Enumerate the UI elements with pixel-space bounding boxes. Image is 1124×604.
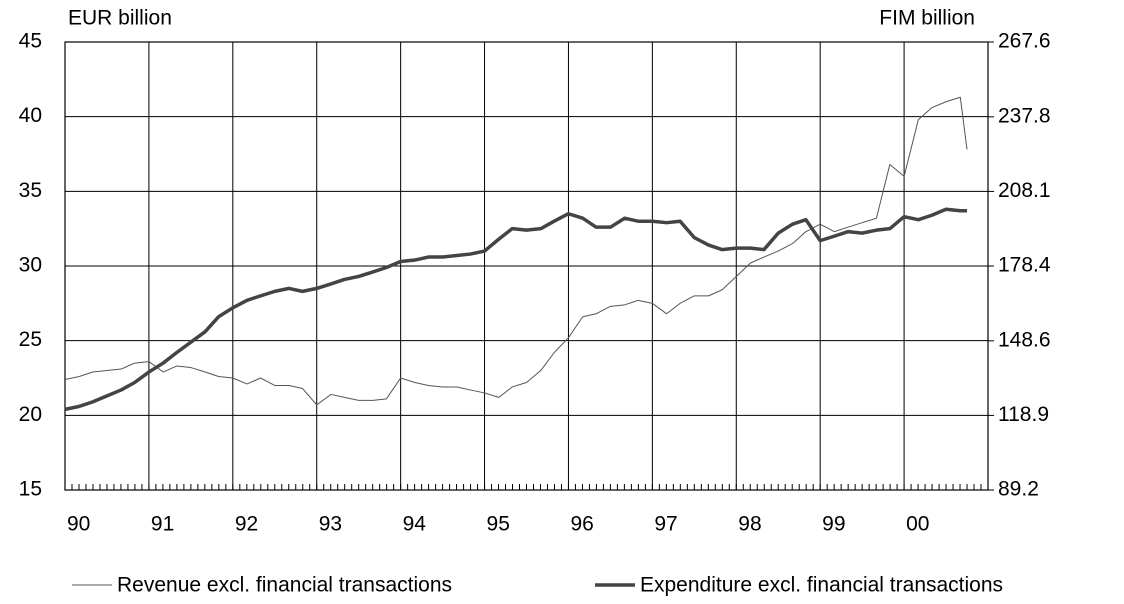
y-tick-label: 35 (19, 179, 42, 202)
x-tick-label: 90 (67, 513, 90, 536)
y2-tick-label: 178.4 (998, 254, 1051, 277)
y2-tick-label: 118.9 (998, 403, 1049, 426)
y-tick-label: 40 (19, 104, 42, 127)
x-tick-label: 95 (487, 513, 510, 536)
x-tick-label: 96 (570, 513, 593, 536)
y-tick-label: 30 (19, 254, 42, 277)
legend-label: Expenditure excl. financial transactions (640, 574, 1003, 597)
x-tick-label: 97 (654, 513, 677, 536)
x-tick-label: 99 (822, 513, 845, 536)
y2-tick-label: 237.8 (998, 104, 1051, 127)
x-tick-label: 98 (738, 513, 761, 536)
x-tick-label: 91 (151, 513, 174, 536)
y2-axis-label: FIM billion (879, 7, 975, 30)
y-axis-label: EUR billion (68, 7, 172, 30)
y2-tick-label: 208.1 (998, 179, 1051, 202)
y2-tick-label: 148.6 (998, 328, 1051, 351)
series-line (64, 207, 968, 412)
y2-tick-label: 89.2 (998, 478, 1039, 501)
x-tick-label: 94 (403, 513, 427, 536)
x-tick-label: 93 (319, 513, 342, 536)
x-tick-label: 92 (235, 513, 258, 536)
series-line (64, 96, 968, 406)
legend-label: Revenue excl. financial transactions (117, 574, 452, 597)
plot-frame (64, 41, 989, 491)
x-tick-label: 00 (906, 513, 929, 536)
y-tick-label: 20 (19, 403, 42, 426)
y-tick-label: 15 (19, 478, 42, 501)
y-tick-label: 25 (19, 328, 42, 351)
y2-tick-label: 267.6 (998, 30, 1051, 53)
y-tick-label: 45 (19, 30, 42, 53)
